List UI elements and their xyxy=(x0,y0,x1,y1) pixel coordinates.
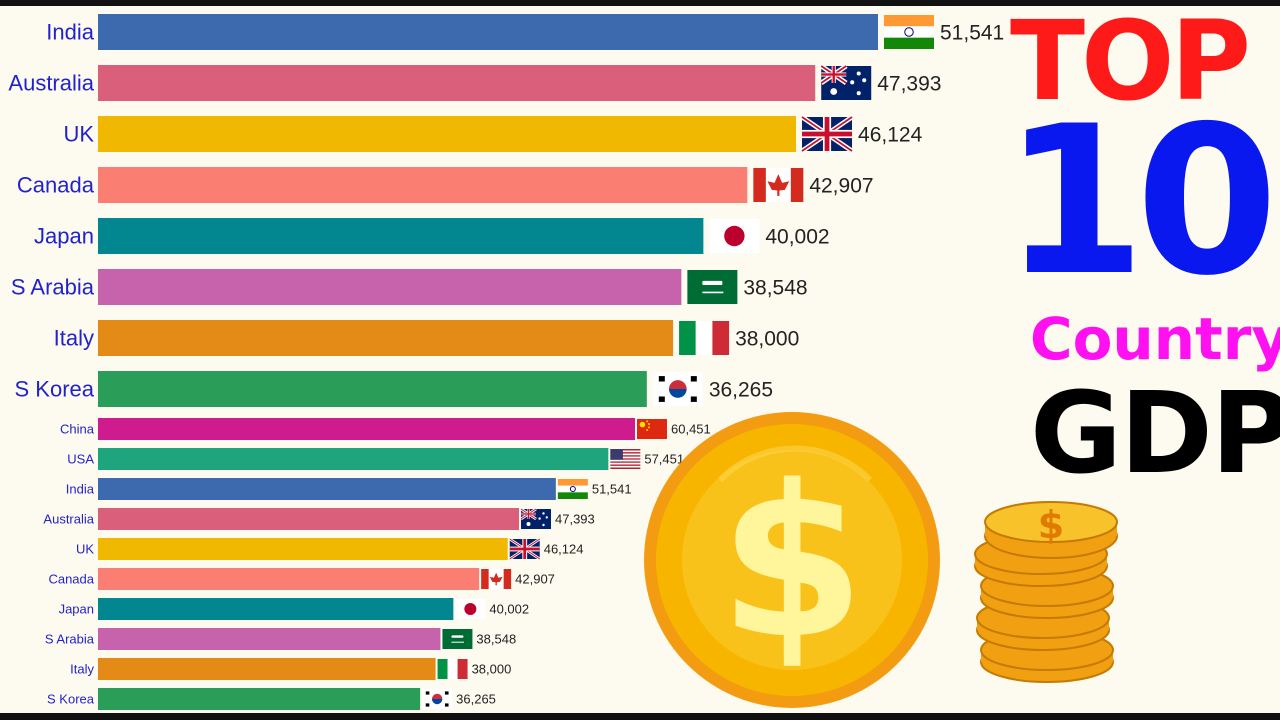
category-label-1: China xyxy=(60,422,95,437)
category-label-1: Japan xyxy=(59,602,94,617)
title-gdp: GDP xyxy=(1030,369,1280,499)
value-label-0: 38,548 xyxy=(743,277,807,300)
value-label-1: 42,907 xyxy=(515,572,555,587)
category-label-0: S Arabia xyxy=(11,275,95,300)
value-label-1: 60,451 xyxy=(671,422,711,437)
bar-1-india xyxy=(98,478,556,500)
category-label-1: Australia xyxy=(43,512,94,527)
gold-coin-icon: $ xyxy=(644,412,940,708)
south-korea-flag-icon xyxy=(652,372,703,406)
uk-flag-icon xyxy=(508,537,541,561)
category-label-1: UK xyxy=(76,542,94,557)
bottom-border xyxy=(0,713,1280,720)
top-border xyxy=(0,0,1280,6)
china-flag-icon xyxy=(637,419,667,439)
saudi-arabia-flag-icon xyxy=(687,270,738,304)
category-label-1: USA xyxy=(67,452,94,467)
canada-flag-icon xyxy=(753,168,804,202)
bar-0-japan xyxy=(98,218,704,254)
category-label-1: S Arabia xyxy=(45,632,95,647)
saudi-arabia-flag-icon xyxy=(442,629,473,649)
value-label-1: 36,265 xyxy=(456,692,496,707)
value-label-0: 51,541 xyxy=(940,22,1004,45)
bar-1-saudi-arabia xyxy=(98,628,441,650)
coin-stack-icon: $ xyxy=(974,501,1118,683)
canada-flag-icon xyxy=(481,569,512,589)
category-label-1: Canada xyxy=(48,572,94,587)
japan-flag-icon xyxy=(709,219,760,253)
category-label-0: Canada xyxy=(17,173,95,198)
category-label-1: Italy xyxy=(70,662,94,677)
bar-1-uk xyxy=(98,538,508,560)
category-label-0: Australia xyxy=(8,71,94,96)
value-label-0: 46,124 xyxy=(858,124,923,147)
bar-1-italy xyxy=(98,658,436,680)
value-label-0: 42,907 xyxy=(809,175,873,198)
japan-flag-icon xyxy=(455,599,486,619)
bar-1-south-korea xyxy=(98,688,421,710)
coin-dollar-symbol: $ xyxy=(719,440,865,685)
italy-flag-icon xyxy=(437,659,468,679)
bar-0-canada xyxy=(98,167,748,203)
category-label-1: India xyxy=(66,482,95,497)
category-label-0: UK xyxy=(63,122,94,147)
uk-flag-icon xyxy=(800,115,854,153)
value-label-0: 40,002 xyxy=(765,226,829,249)
title-ten: 10 xyxy=(1003,83,1278,321)
value-label-1: 47,393 xyxy=(555,512,595,527)
category-label-0: Italy xyxy=(54,326,94,351)
bar-1-japan xyxy=(98,598,454,620)
value-label-1: 46,124 xyxy=(544,542,584,557)
stack-dollar-symbol: $ xyxy=(1038,503,1064,547)
title-top: TOP xyxy=(1010,0,1251,125)
bar-0-uk xyxy=(98,116,797,152)
value-label-0: 38,000 xyxy=(735,328,799,351)
value-label-0: 47,393 xyxy=(877,73,941,96)
australia-flag-icon xyxy=(520,507,552,529)
bar-1-usa xyxy=(98,448,609,470)
south-korea-flag-icon xyxy=(422,689,453,709)
bar-0-italy xyxy=(98,320,674,356)
india-flag-icon xyxy=(884,15,934,49)
value-label-1: 57,451 xyxy=(644,452,684,467)
category-label-0: India xyxy=(46,20,94,45)
bar-1-china xyxy=(98,418,635,440)
bar-1-australia xyxy=(98,508,520,530)
bar-0-australia xyxy=(98,65,816,101)
value-label-1: 51,541 xyxy=(592,482,632,497)
usa-flag-icon xyxy=(610,449,641,469)
category-label-0: S Korea xyxy=(15,377,95,402)
bar-0-saudi-arabia xyxy=(98,269,682,305)
value-label-0: 36,265 xyxy=(709,379,773,402)
value-label-1: 40,002 xyxy=(489,602,529,617)
australia-flag-icon xyxy=(819,64,872,100)
bar-chart-race: India 51,541 Australia 47,393 UK 46,124 Canada… xyxy=(8,14,1004,710)
value-label-1: 38,000 xyxy=(472,662,512,677)
italy-flag-icon xyxy=(679,321,730,355)
value-label-1: 38,548 xyxy=(476,632,516,647)
india-flag-icon xyxy=(557,479,588,499)
bar-0-south-korea xyxy=(98,371,647,407)
bar-1-canada xyxy=(98,568,480,590)
title-country: Country xyxy=(1030,305,1280,373)
bar-0-india xyxy=(98,14,878,50)
category-label-0: Japan xyxy=(34,224,94,249)
category-label-1: S Korea xyxy=(47,692,95,707)
